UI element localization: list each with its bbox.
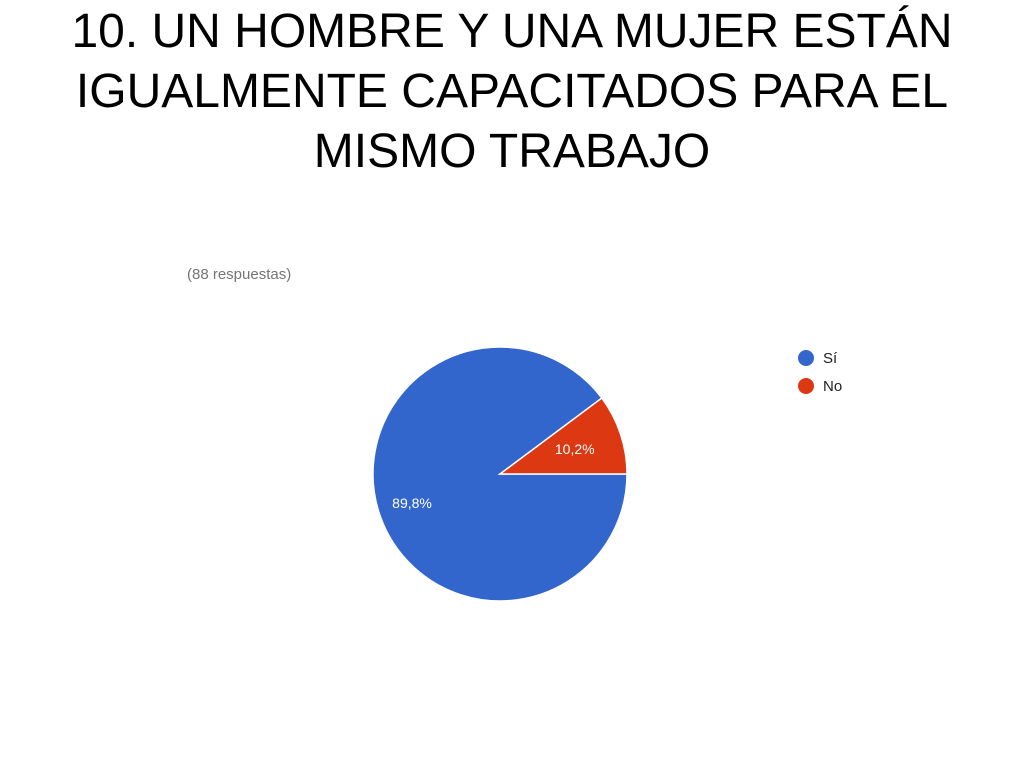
legend-marker-icon: [798, 350, 814, 366]
chart-legend: Sí No: [798, 344, 842, 400]
legend-item: No: [798, 372, 842, 400]
pie-slice-no: [497, 397, 628, 475]
slice-value-label: 10,2%: [555, 441, 595, 457]
slide-title: 10. UN HOMBRE Y UNA MUJER ESTÁN IGUALMEN…: [71, 5, 953, 178]
chart-subtitle: (88 respuestas): [187, 266, 292, 283]
legend-label: No: [823, 377, 843, 395]
legend-item: Sí: [798, 344, 842, 372]
pie-chart: (88 respuestas) 89,8% 10,2% Sí No: [170, 250, 890, 630]
legend-marker-icon: [798, 378, 814, 394]
slice-value-label: 89,8%: [392, 495, 432, 511]
pie-chart-svg: 89,8% 10,2%: [372, 346, 628, 602]
legend-label: Sí: [823, 349, 838, 367]
